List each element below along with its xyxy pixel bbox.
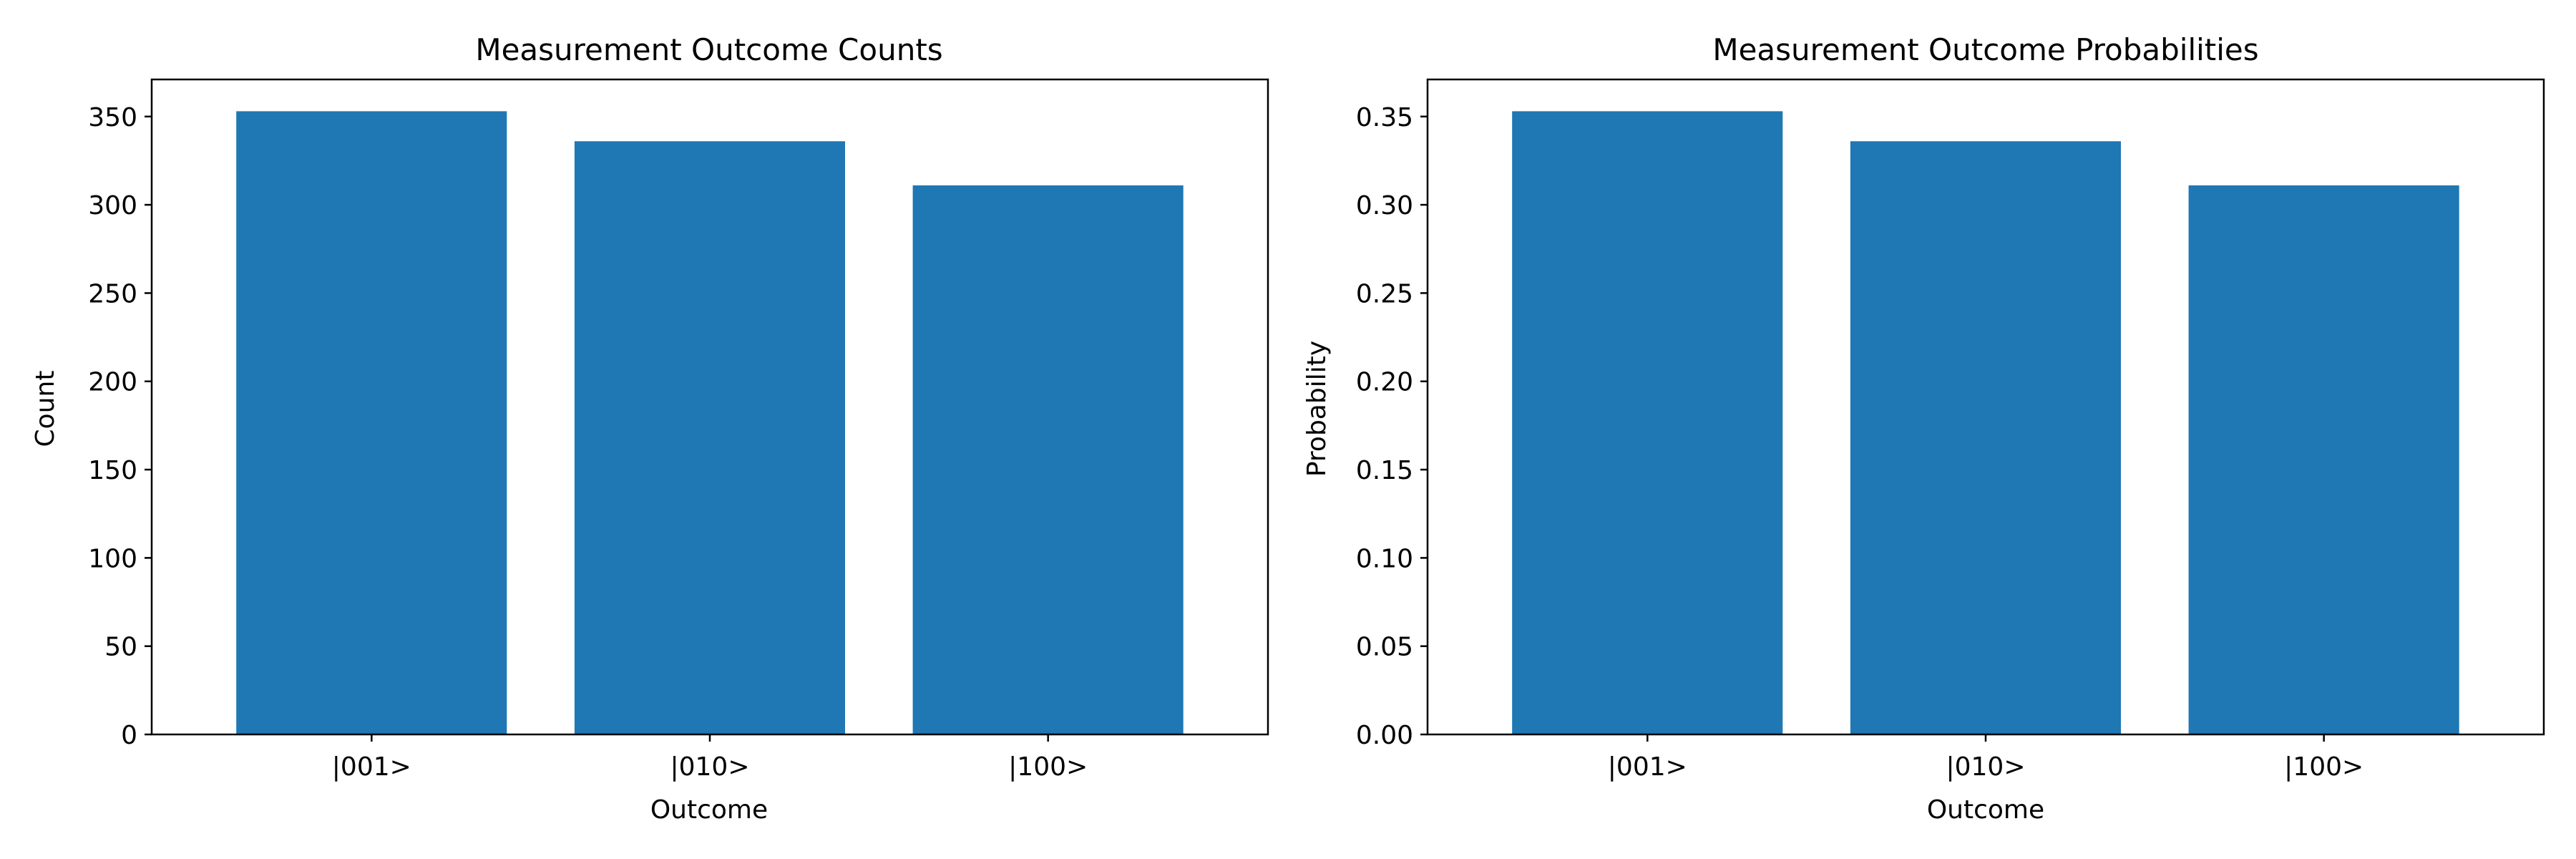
x-axis-label: Outcome bbox=[1927, 795, 2044, 825]
x-tick-label: |001> bbox=[1608, 752, 1687, 782]
y-axis-ticks: 0.00 0.05 0.10 0.15 0.20 0.25 0.30 0.35 bbox=[1356, 103, 1428, 750]
x-tick-label: |001> bbox=[332, 752, 411, 782]
x-axis-ticks: |001> |010> |100> bbox=[332, 734, 1088, 782]
y-tick-label: 0.15 bbox=[1356, 456, 1413, 485]
plot-frame bbox=[1426, 78, 2545, 736]
bar-|001> bbox=[1512, 111, 1783, 734]
x-axis-label: Outcome bbox=[650, 795, 768, 825]
counts-chart: Measurement Outcome Counts Outcome Count… bbox=[31, 32, 1269, 825]
x-tick-label: |010> bbox=[1946, 752, 2025, 782]
y-axis-ticks: 0 50 100 150 200 250 300 350 bbox=[88, 103, 152, 750]
bar-|010> bbox=[1850, 141, 2121, 735]
x-tick-label: |100> bbox=[2284, 752, 2363, 782]
x-tick-label: |010> bbox=[670, 752, 749, 782]
y-tick-label: 150 bbox=[88, 456, 137, 485]
x-axis-ticks: |001> |010> |100> bbox=[1608, 734, 2363, 782]
y-tick-label: 250 bbox=[88, 279, 137, 309]
plot-frame bbox=[150, 78, 1269, 736]
y-tick-label: 0.30 bbox=[1356, 191, 1413, 220]
y-tick-label: 50 bbox=[104, 633, 137, 662]
y-axis-label: Probability bbox=[1302, 341, 1332, 477]
bar-|100> bbox=[2188, 185, 2459, 734]
y-tick-label: 0.35 bbox=[1356, 103, 1413, 132]
bar-|001> bbox=[236, 111, 507, 734]
y-tick-label: 0 bbox=[121, 721, 137, 750]
y-tick-label: 0.00 bbox=[1356, 721, 1413, 750]
chart-title: Measurement Outcome Probabilities bbox=[1712, 32, 2258, 67]
y-tick-label: 0.10 bbox=[1356, 544, 1413, 573]
probabilities-chart: Measurement Outcome Probabilities Outcom… bbox=[1302, 32, 2545, 825]
chart-title: Measurement Outcome Counts bbox=[475, 32, 942, 67]
bar-|010> bbox=[574, 141, 845, 735]
bar-series bbox=[1512, 111, 2459, 735]
y-axis-label: Count bbox=[31, 371, 60, 447]
bar-|100> bbox=[912, 185, 1184, 734]
y-tick-label: 300 bbox=[88, 191, 137, 220]
y-tick-label: 0.20 bbox=[1356, 368, 1413, 397]
y-tick-label: 0.05 bbox=[1356, 633, 1413, 662]
y-tick-label: 350 bbox=[88, 103, 137, 132]
y-tick-label: 200 bbox=[88, 368, 137, 397]
x-tick-label: |100> bbox=[1008, 752, 1088, 782]
y-tick-label: 100 bbox=[88, 544, 137, 573]
bar-series bbox=[236, 111, 1184, 735]
y-tick-label: 0.25 bbox=[1356, 279, 1413, 309]
